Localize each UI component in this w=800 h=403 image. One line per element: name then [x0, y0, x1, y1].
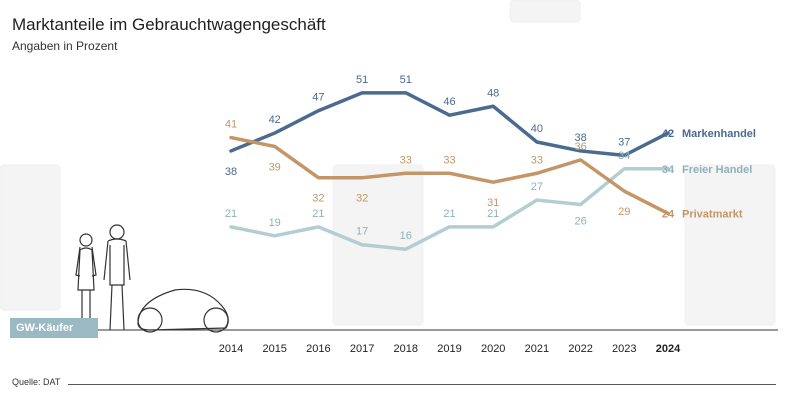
- car-illustration-icon: [137, 288, 229, 333]
- data-label-freier_handel-2015: 19: [269, 217, 281, 229]
- data-label-privatmarkt-2014: 41: [225, 119, 237, 131]
- data-label-markenhandel-2014: 38: [225, 166, 237, 178]
- dat-watermark-icon: [0, 0, 776, 326]
- source-label: Quelle: DAT: [12, 377, 61, 387]
- x-tick-label-2021: 2021: [525, 343, 549, 355]
- x-tick-label-2022: 2022: [568, 343, 592, 355]
- x-tick-label-2023: 2023: [612, 343, 636, 355]
- x-tick-label-2014: 2014: [219, 343, 243, 355]
- series-line-privatmarkt: [229, 135, 670, 216]
- data-label-markenhandel-2020: 48: [487, 87, 499, 99]
- data-label-privatmarkt-2021: 33: [531, 154, 543, 166]
- data-label-markenhandel-2018: 51: [400, 74, 412, 86]
- data-label-freier_handel-2023: 34: [618, 150, 630, 162]
- chart-subtitle: Angaben in Prozent: [12, 39, 118, 53]
- data-label-freier_handel-2022: 26: [574, 216, 586, 228]
- data-label-privatmarkt-2015: 39: [269, 161, 281, 173]
- data-label-privatmarkt-2022: 36: [574, 141, 586, 153]
- series-name-freier_handel: Freier Handel: [682, 164, 752, 176]
- data-label-markenhandel-2022: 38: [574, 132, 586, 144]
- data-label-freier_handel-2014: 21: [225, 208, 237, 220]
- x-tick-label-2015: 2015: [262, 343, 286, 355]
- series-name-markenhandel: Markenhandel: [682, 128, 756, 140]
- data-label-markenhandel-2024: 42: [662, 128, 674, 140]
- series-line-markenhandel: [229, 91, 670, 158]
- data-label-privatmarkt-2023: 29: [618, 206, 630, 218]
- x-tick-label-2018: 2018: [394, 343, 418, 355]
- x-tick-label-2016: 2016: [306, 343, 330, 355]
- data-label-markenhandel-2015: 42: [269, 114, 281, 126]
- data-label-freier_handel-2024: 34: [662, 164, 675, 176]
- data-label-privatmarkt-2016: 32: [312, 193, 324, 205]
- data-label-privatmarkt-2020: 31: [487, 197, 499, 209]
- series-name-privatmarkt: Privatmarkt: [682, 208, 743, 220]
- data-label-freier_handel-2021: 27: [531, 181, 543, 193]
- x-tick-label-2020: 2020: [481, 343, 505, 355]
- data-label-markenhandel-2016: 47: [312, 92, 324, 104]
- couple-illustration-icon: [75, 224, 131, 331]
- data-label-privatmarkt-2019: 33: [443, 154, 455, 166]
- data-label-freier_handel-2016: 21: [312, 208, 324, 220]
- data-label-privatmarkt-2018: 33: [400, 154, 412, 166]
- x-tick-label-2024: 2024: [656, 343, 681, 355]
- data-label-freier_handel-2020: 21: [487, 208, 499, 220]
- source-divider: [68, 384, 776, 385]
- data-label-privatmarkt-2024: 24: [662, 208, 675, 220]
- x-tick-label-2019: 2019: [437, 343, 461, 355]
- series-line-freier_handel: [229, 167, 670, 251]
- x-tick-label-2017: 2017: [350, 343, 374, 355]
- data-label-markenhandel-2021: 40: [531, 123, 543, 135]
- data-label-markenhandel-2019: 46: [443, 96, 455, 108]
- data-label-freier_handel-2018: 16: [400, 230, 412, 242]
- data-label-freier_handel-2019: 21: [443, 208, 455, 220]
- chart-title: Marktanteile im Gebrauchtwagengeschäft: [12, 15, 326, 34]
- data-label-freier_handel-2017: 17: [356, 226, 368, 238]
- data-label-markenhandel-2023: 37: [618, 136, 630, 148]
- gw-kaeufer-badge: GW-Käufer: [10, 318, 98, 338]
- data-label-markenhandel-2017: 51: [356, 74, 368, 86]
- data-label-privatmarkt-2017: 32: [356, 193, 368, 205]
